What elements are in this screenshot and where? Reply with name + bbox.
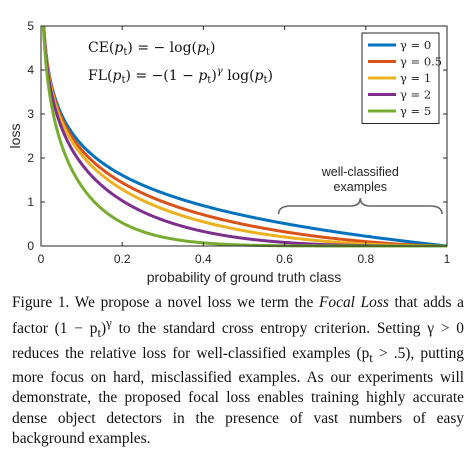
annotation-line-0: well-classified — [321, 165, 399, 179]
caption-label: Figure 1. — [12, 294, 70, 311]
legend: γ = 0 γ = 0.5 γ = 1 γ = 2 γ = 5 — [361, 32, 442, 124]
y-tick-label-2: 2 — [27, 151, 34, 165]
x-tick-label-0: 0 — [38, 252, 45, 266]
y-tick-label-1: 1 — [27, 195, 34, 209]
y-tick-label-4: 4 — [27, 63, 34, 77]
series-line-0 — [42, 25, 448, 248]
legend-label-4: γ = 5 — [400, 104, 431, 118]
x-tick-label-1: 0.2 — [114, 252, 131, 266]
annotation-brace — [277, 197, 443, 215]
focal-loss-chart: 0 0.2 0.4 0.6 0.8 1 0 1 2 3 4 5 probability of groun… — [7, 19, 451, 285]
legend-label-2: γ = 1 — [400, 71, 431, 85]
caption-text-4: to the standard cross entropy criterion.… — [12, 320, 464, 362]
axes-box — [40, 25, 448, 247]
caption-superscript-1: γ — [106, 316, 112, 331]
y-axis-label: loss — [7, 124, 23, 149]
annotation-line-1: examples — [334, 180, 388, 194]
legend-label-1: γ = 0.5 — [400, 55, 442, 69]
caption-text-2: that adds a factor (1 − p — [12, 294, 464, 338]
fl-equation: FL(pt) = −(1 − pt)γ log(pt) — [88, 66, 273, 86]
caption-text-5: > .5), putting more focus on hard, miscl… — [12, 344, 464, 448]
x-tick-label-5: 1 — [444, 252, 451, 266]
y-tick-label-0: 0 — [27, 239, 34, 253]
caption-subscript-2: t — [369, 350, 373, 365]
legend-label-3: γ = 2 — [400, 88, 431, 102]
series-line-1 — [42, 25, 448, 248]
ce-equation: CE(pt) = − log(pt) — [88, 40, 215, 58]
x-tick-label-2: 0.4 — [195, 252, 212, 266]
axes: 0 0.2 0.4 0.6 0.8 1 0 1 2 3 4 5 probability of groun… — [7, 19, 451, 285]
y-tick-label-3: 3 — [27, 107, 34, 121]
caption-text-3: ) — [101, 320, 107, 338]
caption-subscript-1: t — [97, 326, 102, 341]
x-axis-label: probability of ground truth class — [147, 269, 342, 285]
equations: CE(pt) = − log(pt) FL(pt) = −(1 − pt)γ l… — [88, 40, 273, 86]
figure-caption: Figure 1. We propose a novel loss we ter… — [12, 293, 464, 449]
legend-label-0: γ = 0 — [400, 38, 431, 52]
x-tick-label-4: 0.8 — [357, 252, 374, 266]
caption-text-1: We propose a novel loss we term the — [69, 294, 320, 311]
y-tick-label-5: 5 — [27, 19, 34, 33]
x-tick-label-3: 0.6 — [276, 252, 293, 266]
caption-emphasis: Focal Loss — [319, 294, 389, 311]
